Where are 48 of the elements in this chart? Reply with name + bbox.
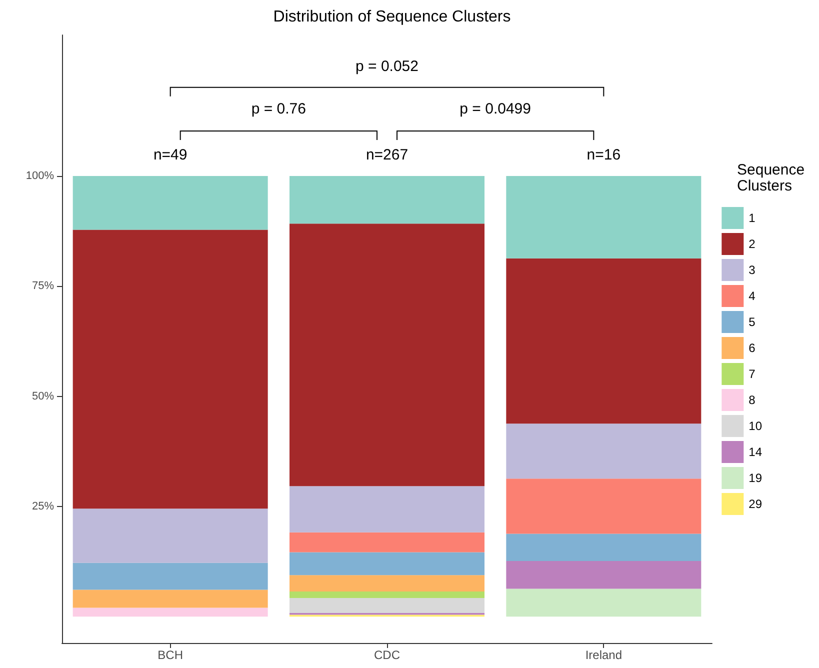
bar	[506, 176, 702, 258]
annotation: p = 0.052	[356, 58, 418, 75]
annotation: p = 0.0499	[460, 100, 531, 118]
y-tick-label: 100%	[26, 170, 54, 182]
bar	[290, 575, 484, 592]
bar	[72, 590, 268, 608]
legend-label: 14	[748, 445, 762, 459]
bar	[290, 224, 484, 486]
legend-label: 10	[748, 419, 762, 433]
legend-label: 4	[748, 289, 756, 303]
legend-label: 6	[748, 341, 756, 355]
bar	[290, 532, 484, 552]
legend-label: 5	[748, 315, 756, 329]
legend-label: 7	[748, 367, 756, 381]
bar	[506, 561, 702, 589]
y-tick-label: 25%	[32, 500, 54, 512]
legend-title: Sequence Clusters	[737, 162, 809, 194]
annotation: n=49	[153, 146, 188, 164]
bar	[72, 608, 268, 617]
bar	[506, 534, 702, 562]
bar	[506, 258, 702, 424]
legend-label: 29	[748, 497, 762, 511]
legend-label: 19	[748, 471, 762, 485]
legend-label: 3	[748, 263, 756, 277]
x-tick-label: BCH	[158, 648, 184, 662]
y-tick-label: 50%	[32, 390, 54, 402]
bar	[72, 508, 268, 563]
bar	[506, 478, 702, 534]
annotation: p = 0.76	[251, 100, 306, 118]
bar	[290, 591, 484, 598]
bar	[290, 552, 484, 576]
legend-label: 1	[748, 211, 756, 225]
bar	[72, 562, 268, 590]
bar	[506, 424, 702, 479]
bar	[290, 176, 484, 224]
bar	[506, 588, 702, 617]
chart-title: Distribution of Sequence Clusters	[273, 8, 511, 26]
x-tick-label: Ireland	[585, 648, 622, 662]
y-tick-label: 75%	[32, 280, 54, 292]
bar	[72, 176, 268, 230]
bar	[290, 598, 484, 614]
bar	[290, 486, 484, 532]
annotation: n=267	[366, 146, 408, 164]
annotation: n=16	[586, 146, 621, 164]
legend-label: 2	[748, 237, 756, 251]
legend-label: 8	[748, 393, 756, 407]
x-tick-label: CDC	[374, 648, 400, 662]
bar	[72, 230, 268, 509]
